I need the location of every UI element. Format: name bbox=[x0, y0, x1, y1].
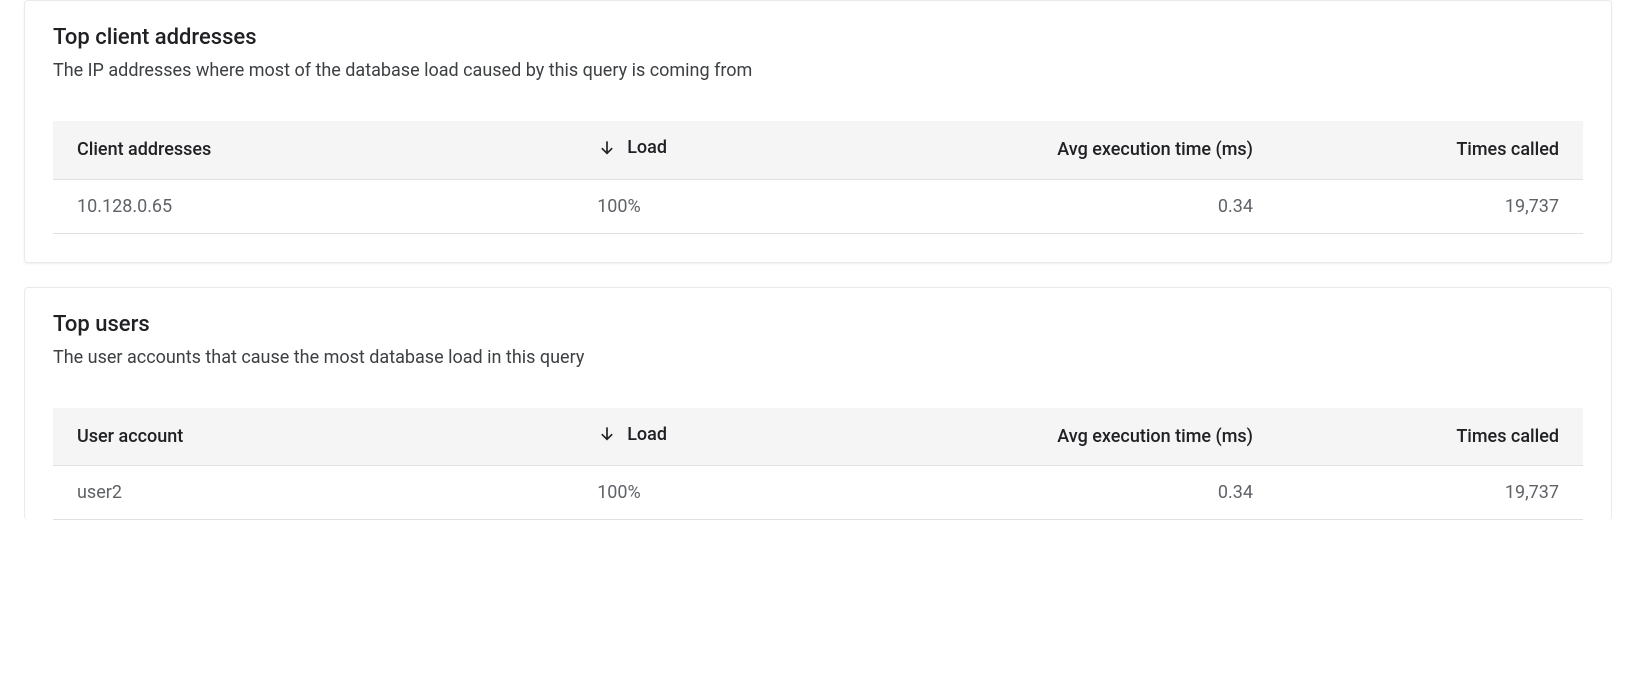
column-header-times-called[interactable]: Times called bbox=[1277, 121, 1583, 179]
column-header-label: Load bbox=[627, 424, 667, 445]
column-header-times-called[interactable]: Times called bbox=[1277, 408, 1583, 466]
cell-times-called: 19,737 bbox=[1277, 466, 1583, 520]
card-subtitle: The user accounts that cause the most da… bbox=[53, 347, 1583, 368]
column-header-label: Times called bbox=[1456, 426, 1559, 447]
column-header-client-addresses[interactable]: Client addresses bbox=[53, 121, 573, 179]
column-header-label: Avg execution time (ms) bbox=[1057, 426, 1253, 447]
column-header-load[interactable]: Load bbox=[573, 408, 879, 466]
sort-descending-icon bbox=[597, 424, 617, 444]
cell-client-address: 10.128.0.65 bbox=[53, 179, 573, 233]
card-title: Top users bbox=[53, 312, 1583, 337]
card-header: Top users The user accounts that cause t… bbox=[25, 288, 1611, 368]
column-header-load[interactable]: Load bbox=[573, 121, 879, 179]
column-header-avg-time[interactable]: Avg execution time (ms) bbox=[879, 121, 1277, 179]
card-title: Top client addresses bbox=[53, 25, 1583, 50]
client-addresses-table: Client addresses Load Avg execution time… bbox=[53, 121, 1583, 234]
column-header-label: Avg execution time (ms) bbox=[1057, 139, 1253, 160]
table-row: user2 100% 0.34 19,737 bbox=[53, 466, 1583, 520]
card-subtitle: The IP addresses where most of the datab… bbox=[53, 60, 1583, 81]
cell-load: 100% bbox=[573, 179, 879, 233]
column-header-user-account[interactable]: User account bbox=[53, 408, 573, 466]
column-header-label: Client addresses bbox=[77, 139, 211, 160]
card-header: Top client addresses The IP addresses wh… bbox=[25, 1, 1611, 81]
cell-avg-time: 0.34 bbox=[879, 179, 1277, 233]
table-row: 10.128.0.65 100% 0.34 19,737 bbox=[53, 179, 1583, 233]
column-header-label: User account bbox=[77, 426, 183, 447]
column-header-label: Load bbox=[627, 137, 667, 158]
cell-times-called: 19,737 bbox=[1277, 179, 1583, 233]
column-header-label: Times called bbox=[1456, 139, 1559, 160]
top-users-card: Top users The user accounts that cause t… bbox=[24, 287, 1612, 521]
sort-descending-icon bbox=[597, 138, 617, 158]
cell-avg-time: 0.34 bbox=[879, 466, 1277, 520]
table-wrap: Client addresses Load Avg execution time… bbox=[25, 81, 1611, 234]
cell-load: 100% bbox=[573, 466, 879, 520]
table-header-row: Client addresses Load Avg execution time… bbox=[53, 121, 1583, 179]
top-client-addresses-card: Top client addresses The IP addresses wh… bbox=[24, 0, 1612, 263]
cell-user-account: user2 bbox=[53, 466, 573, 520]
column-header-avg-time[interactable]: Avg execution time (ms) bbox=[879, 408, 1277, 466]
table-wrap: User account Load Avg execution time (ms… bbox=[25, 368, 1611, 521]
table-header-row: User account Load Avg execution time (ms… bbox=[53, 408, 1583, 466]
users-table: User account Load Avg execution time (ms… bbox=[53, 408, 1583, 521]
